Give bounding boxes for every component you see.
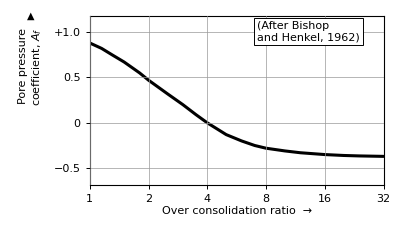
Text: (After Bishop
and Henkel, 1962): (After Bishop and Henkel, 1962) [257,21,360,42]
Text: ▲: ▲ [27,11,34,21]
X-axis label: Over consolidation ratio  →: Over consolidation ratio → [162,206,312,216]
Text: Pore pressure
coefficient, $A_f$: Pore pressure coefficient, $A_f$ [18,27,44,106]
